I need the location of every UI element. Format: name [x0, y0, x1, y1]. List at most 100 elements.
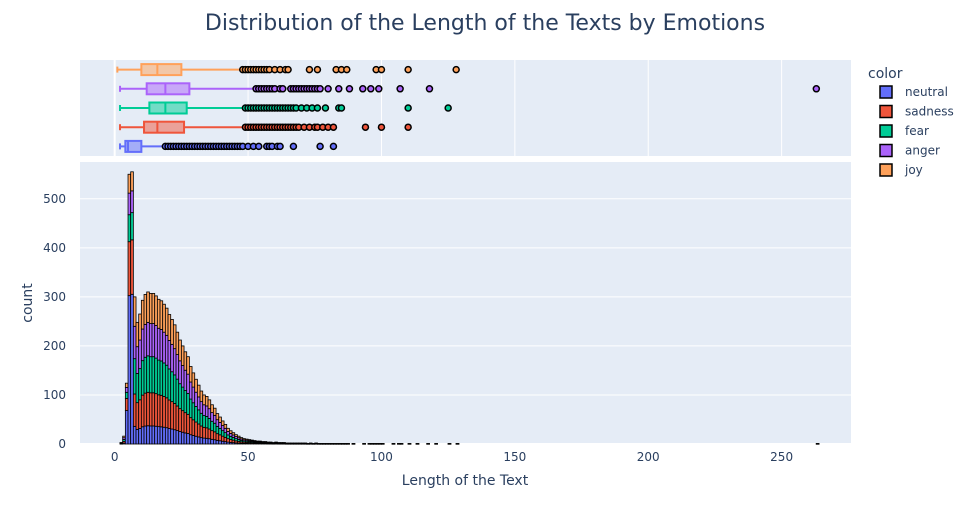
histogram-bar-neutral	[215, 439, 220, 445]
histogram-bar-anger	[127, 192, 132, 216]
histogram-bar-sadness	[172, 403, 177, 431]
box-outlier-neutral	[329, 142, 338, 151]
x-tick-label: 50	[240, 450, 255, 464]
histogram-bar-fear	[162, 362, 166, 397]
legend-swatch-neutral	[879, 85, 893, 99]
histogram-bar-joy	[135, 321, 140, 348]
histogram-bars	[119, 171, 820, 445]
histogram-bar-neutral	[194, 435, 198, 445]
histogram-bar-neutral	[135, 429, 140, 445]
histogram-bar-neutral	[175, 430, 180, 445]
box-outlier-sadness	[404, 123, 412, 131]
box-outlier-joy	[284, 65, 292, 74]
histogram-bar-sadness	[196, 423, 201, 438]
y-tick-label: 200	[43, 339, 66, 353]
histogram-bar-sadness	[164, 397, 169, 429]
box-outlier-neutral	[276, 142, 284, 151]
histogram-bar-anger	[175, 354, 180, 380]
legend-swatch-fear	[879, 124, 893, 138]
histogram-bar-anger	[170, 343, 174, 373]
legend-label-anger: anger	[905, 144, 940, 158]
box-outlier-joy	[452, 65, 460, 74]
histogram-bar-anger	[212, 414, 217, 424]
histogram-bar-fear	[135, 373, 140, 404]
histogram-bar-fear	[130, 212, 134, 241]
histogram-bar-sadness	[215, 433, 220, 441]
histogram-bar-neutral	[162, 426, 166, 445]
histogram-bar-fear	[212, 422, 217, 433]
histogram-bar-neutral	[151, 425, 156, 445]
histogram-bar-joy	[242, 438, 246, 441]
histogram-bar-fear	[148, 356, 153, 394]
box-iqr-neutral	[124, 139, 143, 153]
histogram-bar-fear	[204, 416, 209, 429]
box-outlier-fear	[404, 104, 412, 112]
histogram-bar-joy	[162, 303, 166, 333]
histogram-bar-fear	[132, 358, 137, 395]
histogram-bar-fear	[218, 427, 222, 436]
histogram-bar-joy	[122, 435, 126, 439]
histogram-bar-fear	[138, 368, 142, 401]
histogram-bar-sadness	[151, 392, 156, 427]
histogram-bar-sadness	[130, 239, 134, 295]
histogram-bar-fear	[210, 420, 214, 432]
legend-label-joy: joy	[904, 163, 923, 177]
histogram-bar-joy	[231, 432, 236, 436]
y-tick-label: 400	[43, 241, 66, 255]
histogram-bar-sadness	[140, 394, 145, 428]
legend-swatch-joy	[879, 163, 893, 177]
histogram-bar-sadness	[135, 402, 140, 430]
histogram-bar-sadness	[199, 425, 204, 439]
histogram-bar-joy	[255, 440, 260, 443]
histogram-bar-anger	[228, 433, 233, 437]
box-outlier-joy	[377, 65, 386, 74]
histogram-bar-sadness	[156, 394, 161, 428]
histogram-bar-joy	[183, 351, 188, 371]
histogram-bar-joy	[210, 404, 214, 414]
histogram-bar-anger	[191, 386, 196, 404]
histogram-bar-sadness	[207, 428, 212, 440]
histogram-bar-joy	[196, 384, 201, 398]
box-iqr-fear	[148, 101, 188, 115]
histogram-bar-fear	[180, 386, 185, 412]
box-outlier-anger	[316, 85, 324, 93]
histogram-bar-neutral	[172, 429, 177, 445]
histogram-bar-fear	[202, 415, 206, 428]
histogram-bar-anger	[188, 381, 193, 400]
histogram-bar-anger	[226, 431, 230, 436]
histogram-bar-sadness	[204, 427, 209, 439]
histogram-panel	[80, 162, 851, 444]
histogram-bar-anger	[210, 412, 214, 422]
histogram-bar-joy	[170, 319, 174, 345]
box-plot-gridlines	[113, 60, 783, 156]
histogram-bar-fear	[207, 417, 212, 430]
y-tick-label: 500	[43, 192, 66, 206]
histogram-bar-anger	[124, 387, 129, 393]
y-axis-title: count	[20, 283, 36, 323]
histogram-bar-sadness	[194, 421, 198, 437]
histogram-bar-anger	[218, 422, 222, 429]
histogram-bar-sadness	[170, 401, 174, 430]
histogram-bar-neutral	[220, 440, 225, 445]
histogram-bar-fear	[167, 368, 172, 401]
box-outlier-anger	[425, 85, 434, 93]
histogram-bar-neutral	[191, 435, 196, 445]
histogram-bar-anger	[146, 321, 150, 357]
histogram-bar-anger	[202, 404, 206, 416]
histogram-bar-fear	[220, 430, 225, 437]
histogram-bar-sadness	[188, 417, 193, 436]
histogram-bar-sadness	[223, 436, 228, 443]
histogram-bar-fear	[127, 214, 132, 243]
histogram-bar-anger	[151, 323, 156, 358]
histogram-bar-neutral	[159, 426, 164, 445]
box-iqr-sadness	[143, 120, 186, 134]
histogram-bar-fear	[140, 360, 145, 396]
histogram-bar-neutral	[170, 428, 174, 445]
histogram-bar-anger	[130, 190, 134, 214]
histogram-bar-joy	[124, 382, 129, 388]
box-outlier-sadness	[329, 123, 338, 131]
box-outlier-fear	[337, 104, 346, 112]
x-axis-title: Length of the Text	[402, 473, 529, 489]
histogram-bar-neutral	[154, 425, 158, 445]
